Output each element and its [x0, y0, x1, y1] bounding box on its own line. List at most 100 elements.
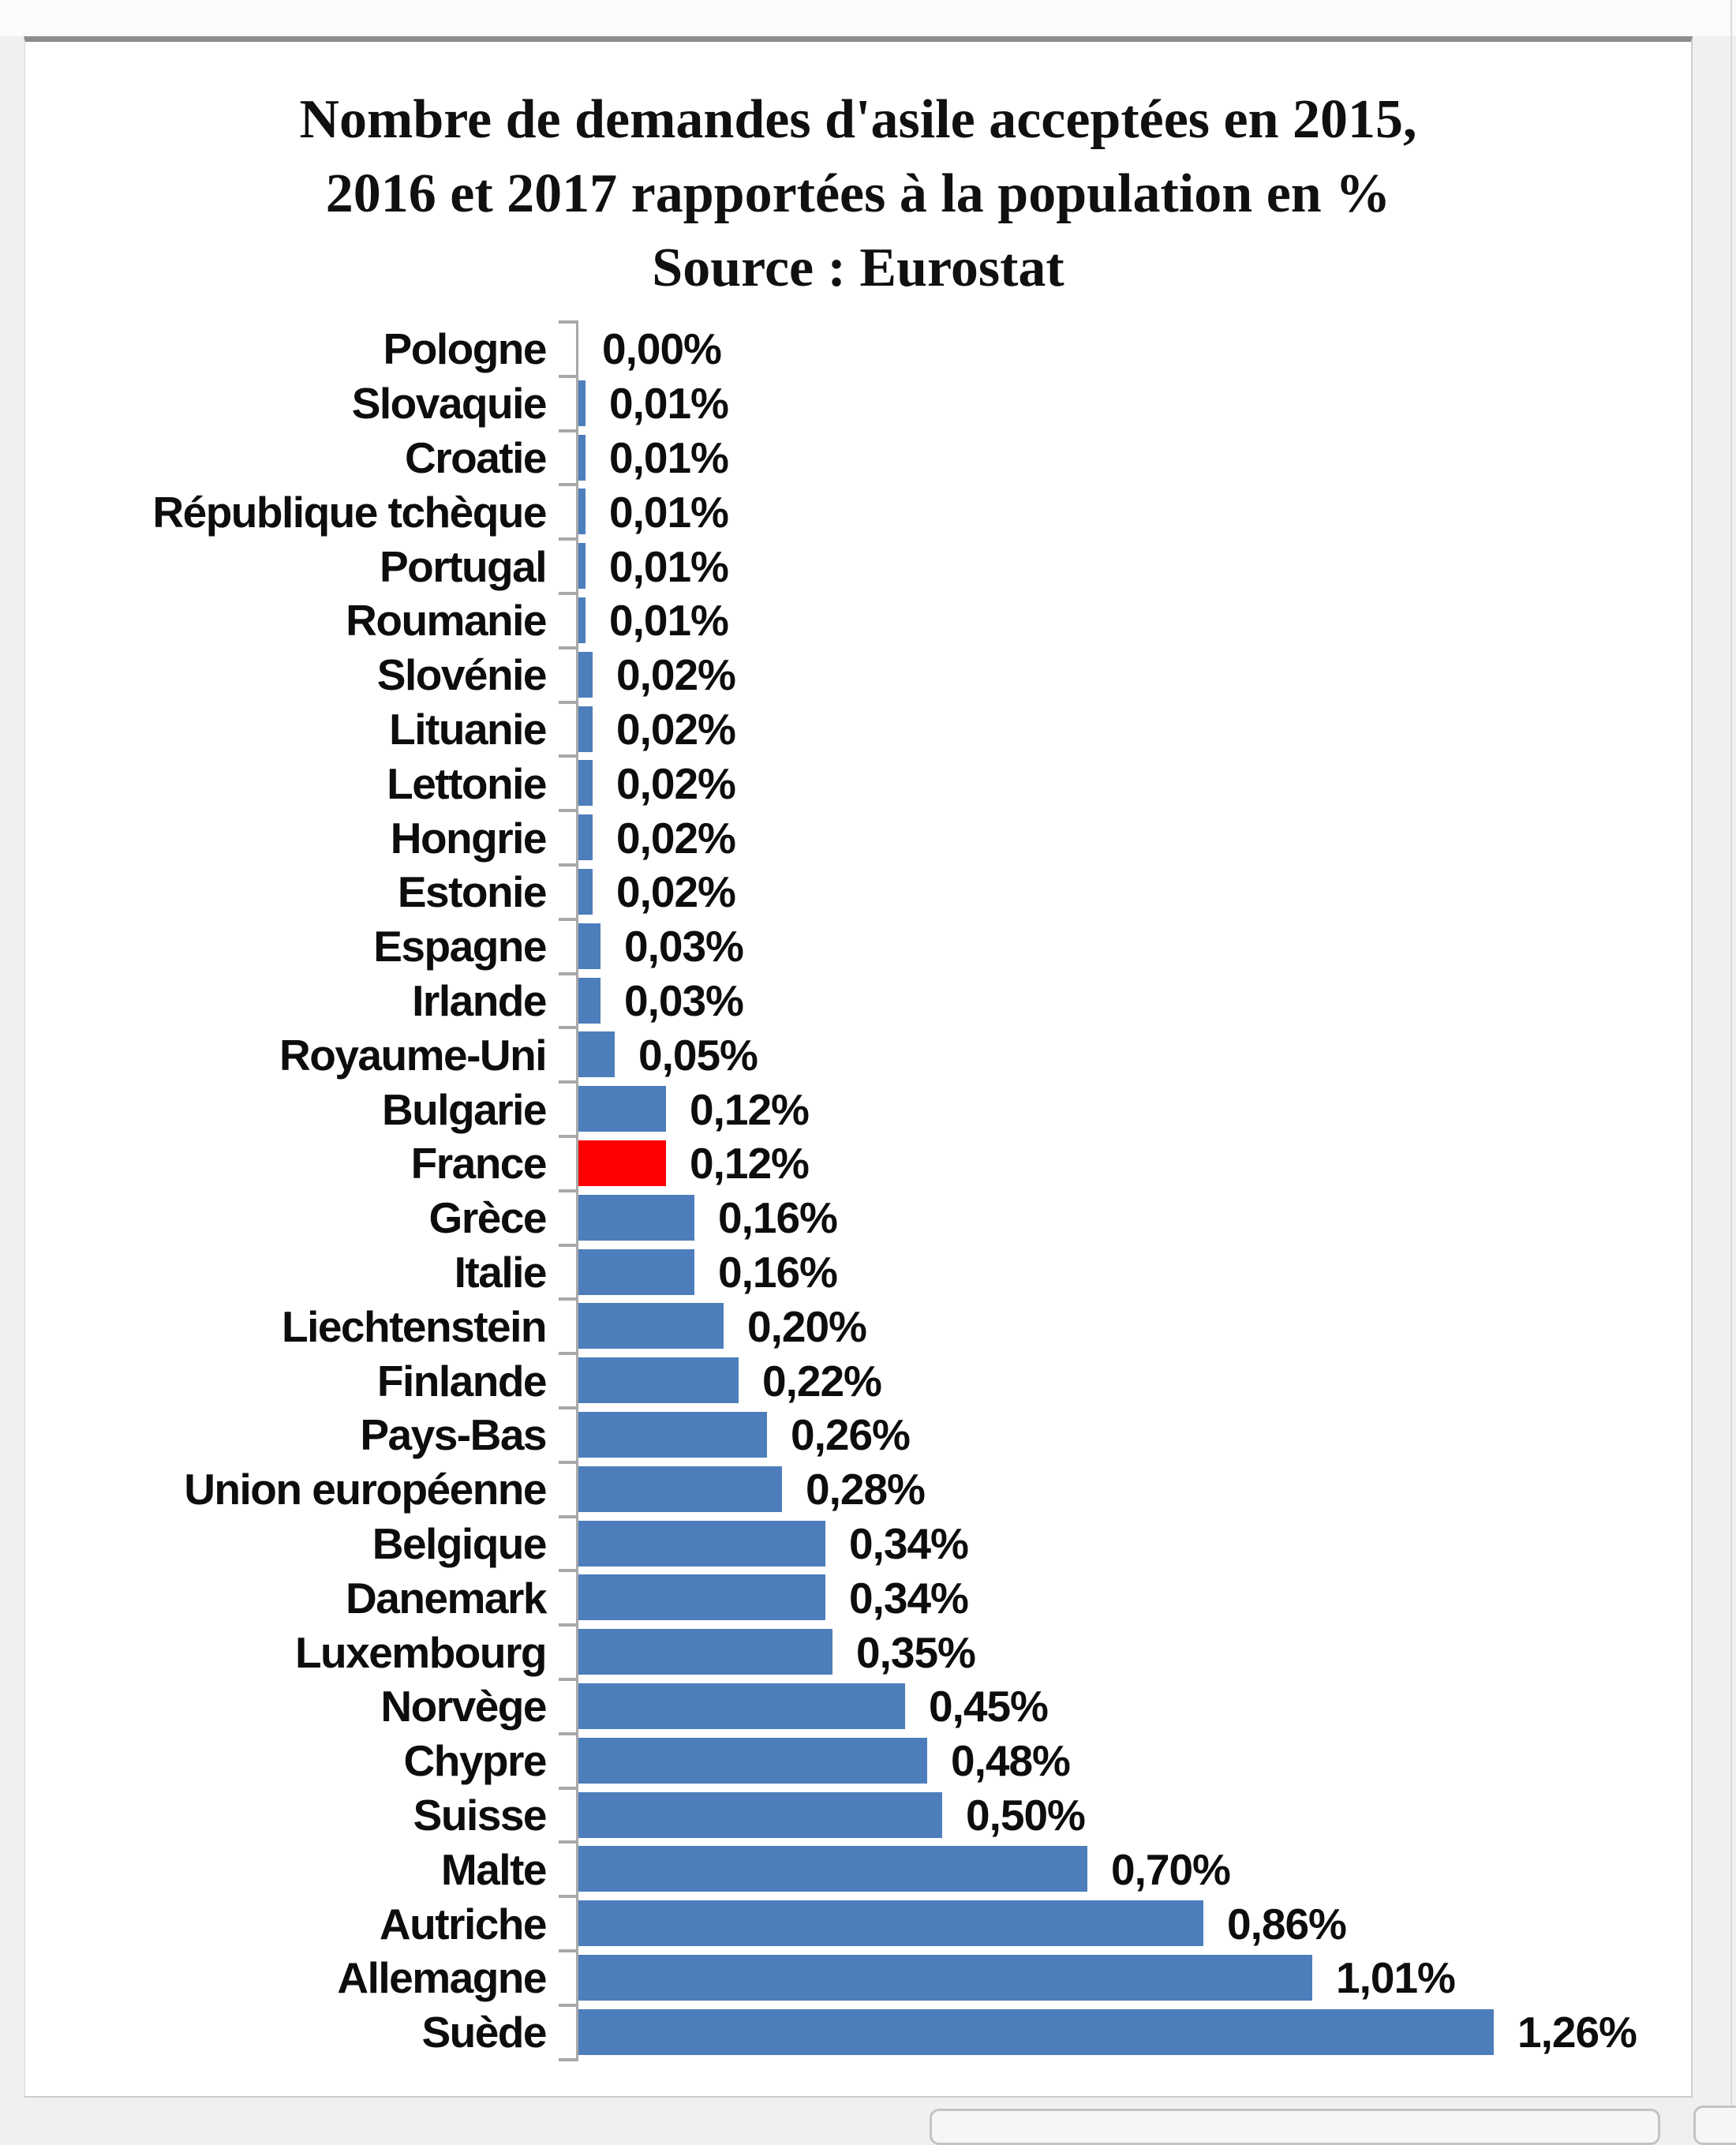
value-label: 0,02%	[616, 650, 736, 700]
chart-row: Union européenne 0,28%	[25, 1460, 1691, 1517]
window-right-edge	[1730, 0, 1732, 2116]
value-label: 0,26%	[791, 1410, 911, 1460]
chart-row: Norvège 0,45%	[25, 1677, 1691, 1734]
country-label: Slovénie	[376, 650, 548, 700]
window-top-strip	[0, 0, 1736, 36]
value-label: 0,50%	[966, 1790, 1086, 1840]
chart-row: Luxembourg 0,35%	[25, 1623, 1691, 1679]
value-label: 0,12%	[690, 1084, 810, 1134]
bar	[578, 1520, 825, 1567]
bar	[578, 1954, 1312, 2001]
value-label: 0,48%	[951, 1736, 1071, 1786]
cutoff-button-left[interactable]	[930, 2109, 1660, 2145]
country-label: Espagne	[373, 922, 547, 971]
value-label: 0,34%	[849, 1573, 969, 1623]
country-label: Norvège	[380, 1682, 547, 1731]
value-label: 0,16%	[718, 1193, 838, 1243]
value-label: 1,26%	[1517, 2008, 1637, 2057]
country-label: Pays-Bas	[360, 1410, 547, 1460]
bar	[578, 434, 586, 481]
value-label: 0,03%	[624, 975, 744, 1025]
country-label: Liechtenstein	[281, 1301, 548, 1351]
chart-title: Nombre de demandes d'asile acceptées en …	[25, 83, 1691, 305]
chart-title-line-3: Source : Eurostat	[652, 238, 1064, 298]
chart-row: Finlande 0,22%	[25, 1352, 1691, 1408]
country-label: Finlande	[376, 1356, 548, 1406]
country-label: Danemark	[346, 1573, 547, 1623]
bar	[578, 1357, 739, 1404]
chart-row: Suède 1,26%	[25, 2003, 1691, 2060]
chart-row: Bulgarie 0,12%	[25, 1080, 1691, 1136]
value-label: 0,22%	[762, 1356, 882, 1406]
country-label: Pologne	[383, 324, 548, 374]
value-label: 0,03%	[624, 922, 744, 971]
value-label: 0,70%	[1111, 1844, 1231, 1894]
bar	[578, 1086, 666, 1132]
chart-row: Liechtenstein 0,20%	[25, 1297, 1691, 1353]
country-label: Autriche	[379, 1899, 548, 1948]
axis-tick	[559, 2058, 576, 2061]
country-label: Slovaquie	[351, 379, 548, 429]
chart-row: Belgique 0,34%	[25, 1514, 1691, 1571]
value-label: 0,01%	[609, 379, 729, 429]
plot-area: Pologne 0,00% Slovaquie 0,01% Croatie 0,…	[25, 320, 1691, 2061]
country-label: République tchèque	[152, 487, 547, 537]
value-label: 0,34%	[849, 1518, 969, 1568]
chart-row: France 0,12%	[25, 1134, 1691, 1191]
value-label: 0,02%	[616, 704, 736, 754]
bar	[578, 760, 593, 807]
chart-row: Slovaquie 0,01%	[25, 374, 1691, 431]
bar	[578, 1140, 666, 1186]
country-label: Roumanie	[346, 596, 547, 646]
value-label: 0,20%	[747, 1301, 867, 1351]
value-label: 0,01%	[609, 432, 729, 482]
bar	[578, 1900, 1203, 1947]
country-label: Belgique	[372, 1518, 548, 1568]
country-label: Grèce	[428, 1193, 548, 1243]
country-label: Irlande	[412, 975, 547, 1025]
country-label: Portugal	[379, 541, 548, 591]
value-label: 0,02%	[616, 867, 736, 917]
value-label: 1,01%	[1336, 1953, 1456, 2003]
bar	[578, 923, 600, 969]
bar	[578, 1303, 724, 1350]
chart-row: République tchèque 0,01%	[25, 483, 1691, 539]
bar	[578, 380, 586, 426]
country-label: Luxembourg	[294, 1627, 548, 1677]
value-label: 0,01%	[609, 541, 729, 591]
bar	[578, 1846, 1087, 1892]
value-label: 0,02%	[616, 758, 736, 808]
bar	[578, 651, 593, 698]
bar	[578, 868, 593, 915]
country-label: Hongrie	[390, 813, 548, 863]
chart-row: Slovénie 0,02%	[25, 646, 1691, 702]
bar	[578, 814, 593, 861]
value-label: 0,01%	[609, 487, 729, 537]
country-label: Lituanie	[389, 704, 547, 754]
bar	[578, 1248, 694, 1295]
axis-line	[576, 320, 578, 2061]
chart-row: Portugal 0,01%	[25, 537, 1691, 593]
chart-row: Italie 0,16%	[25, 1243, 1691, 1300]
country-label: Estonie	[397, 867, 548, 917]
bar	[578, 1466, 782, 1512]
chart-row: Autriche 0,86%	[25, 1895, 1691, 1951]
cutoff-button-right[interactable]	[1693, 2106, 1736, 2145]
chart-title-line-1: Nombre de demandes d'asile acceptées en …	[299, 89, 1417, 150]
chart-row: Grèce 0,16%	[25, 1189, 1691, 1245]
value-label: 0,01%	[609, 596, 729, 646]
chart-row: Lituanie 0,02%	[25, 700, 1691, 757]
value-label: 0,05%	[638, 1030, 758, 1080]
chart-row: Royaume-Uni 0,05%	[25, 1026, 1691, 1082]
value-label: 0,12%	[690, 1139, 810, 1189]
country-label: France	[410, 1139, 548, 1189]
bar	[578, 706, 593, 752]
value-label: 0,16%	[718, 1247, 838, 1297]
country-label: Lettonie	[387, 758, 547, 808]
chart-row: Roumanie 0,01%	[25, 591, 1691, 648]
chart-row: Pays-Bas 0,26%	[25, 1406, 1691, 1462]
chart-row: Irlande 0,03%	[25, 971, 1691, 1028]
value-label: 0,35%	[856, 1627, 976, 1677]
bar	[578, 597, 586, 643]
bar	[578, 977, 600, 1024]
